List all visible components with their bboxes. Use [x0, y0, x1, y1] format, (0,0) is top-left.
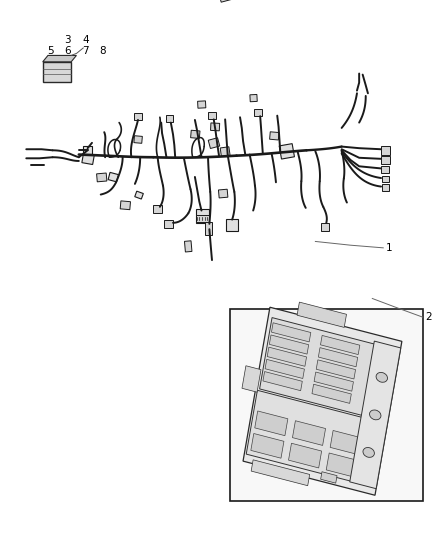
- Ellipse shape: [363, 448, 374, 457]
- Bar: [208, 138, 220, 149]
- Bar: [219, 189, 228, 198]
- Bar: [263, 372, 302, 391]
- Bar: [321, 472, 337, 483]
- Bar: [230, 309, 423, 501]
- Bar: [382, 176, 389, 182]
- Bar: [246, 390, 371, 483]
- Text: 3: 3: [64, 35, 71, 45]
- Text: 8: 8: [99, 46, 106, 55]
- Bar: [120, 201, 131, 209]
- Bar: [166, 115, 173, 122]
- Bar: [205, 222, 212, 235]
- Bar: [326, 453, 359, 478]
- Bar: [279, 144, 294, 159]
- Bar: [164, 220, 173, 228]
- Bar: [269, 335, 309, 354]
- Bar: [83, 146, 92, 155]
- Text: 2: 2: [425, 312, 431, 322]
- Bar: [316, 360, 356, 379]
- Bar: [135, 191, 143, 199]
- Bar: [314, 372, 353, 391]
- Bar: [251, 460, 310, 486]
- Bar: [330, 431, 363, 455]
- Bar: [382, 184, 389, 191]
- Bar: [312, 384, 351, 403]
- Text: 1: 1: [385, 243, 392, 253]
- Text: 4: 4: [82, 35, 89, 45]
- Bar: [272, 323, 311, 342]
- Bar: [321, 223, 329, 230]
- Ellipse shape: [376, 373, 388, 382]
- Bar: [250, 94, 257, 102]
- Bar: [208, 112, 216, 119]
- Bar: [251, 433, 284, 458]
- Bar: [381, 166, 389, 173]
- Ellipse shape: [370, 410, 381, 420]
- Bar: [243, 307, 402, 495]
- Bar: [198, 101, 206, 108]
- Bar: [289, 443, 321, 468]
- Bar: [226, 219, 238, 231]
- Bar: [191, 130, 200, 139]
- Text: 6: 6: [64, 46, 71, 55]
- Bar: [297, 302, 346, 327]
- Bar: [184, 241, 192, 252]
- Bar: [350, 341, 401, 489]
- Bar: [265, 359, 304, 378]
- Bar: [153, 205, 162, 213]
- Bar: [134, 136, 142, 143]
- Bar: [217, 0, 237, 2]
- Bar: [318, 348, 358, 367]
- Bar: [196, 215, 209, 222]
- Text: 7: 7: [82, 46, 89, 55]
- Bar: [381, 156, 390, 164]
- Bar: [321, 335, 360, 354]
- Bar: [293, 421, 325, 446]
- Bar: [220, 147, 230, 156]
- Bar: [108, 172, 119, 182]
- Bar: [255, 411, 288, 435]
- Text: 5: 5: [47, 46, 54, 55]
- Bar: [211, 123, 220, 131]
- Bar: [196, 209, 209, 223]
- Bar: [42, 62, 71, 82]
- Bar: [242, 366, 261, 392]
- Bar: [270, 132, 279, 140]
- Bar: [82, 153, 94, 165]
- Bar: [134, 112, 142, 119]
- Bar: [381, 146, 390, 155]
- Bar: [97, 173, 107, 182]
- Bar: [254, 109, 262, 116]
- Polygon shape: [42, 55, 77, 62]
- Bar: [267, 347, 307, 366]
- Bar: [260, 318, 381, 417]
